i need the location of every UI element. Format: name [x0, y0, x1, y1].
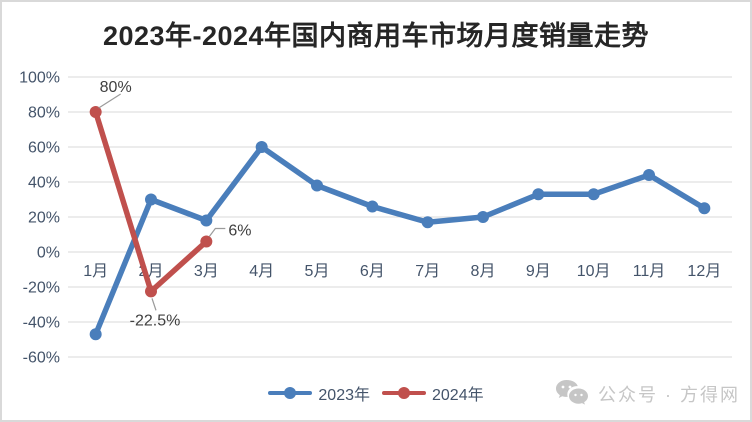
- legend-line-marker-icon: [268, 387, 313, 399]
- y-axis-tick-label: 0%: [37, 245, 60, 262]
- x-axis-month-label: 5月: [305, 263, 330, 280]
- y-axis-tick-label: -20%: [23, 280, 60, 297]
- data-label: -22.5%: [130, 312, 181, 329]
- watermark-text: 公众号 · 方得网: [598, 385, 740, 405]
- y-axis-tick-label: 100%: [19, 70, 60, 87]
- data-point-2024年: [89, 106, 102, 118]
- chart-title: 2023年-2024年国内商用车市场月度销量走势: [102, 21, 650, 51]
- y-axis-tick-label: 60%: [28, 140, 60, 157]
- legend-label: 2024年: [432, 387, 484, 404]
- legend-line-marker-icon: [382, 387, 426, 399]
- x-axis-month-label: 9月: [526, 263, 551, 280]
- x-axis-month-label: 10月: [577, 263, 611, 280]
- y-axis-tick-label: 40%: [28, 175, 60, 192]
- series-line-2023年: [92, 144, 708, 337]
- data-point-2024年: [200, 235, 213, 248]
- y-axis-tick-label: 80%: [28, 105, 60, 122]
- data-point-2023年: [477, 211, 489, 223]
- legend-item-2024: 2024年: [382, 381, 484, 405]
- chart-legend: 2023年 2024年: [2, 382, 750, 404]
- legend-item-2023: 2023年: [268, 381, 370, 405]
- x-axis-month-label: 8月: [471, 263, 496, 280]
- data-point-2024年: [145, 285, 157, 298]
- data-point-2023年: [421, 216, 434, 229]
- data-label: 6%: [228, 223, 251, 240]
- data-point-2023年: [643, 169, 655, 181]
- data-label: 80%: [100, 79, 132, 96]
- y-axis-tick-label: 20%: [28, 210, 60, 227]
- data-point-2023年: [311, 179, 323, 192]
- data-point-2023年: [145, 193, 157, 206]
- data-point-2023年: [200, 214, 213, 227]
- y-axis-tick-label: -40%: [23, 315, 60, 332]
- x-axis-month-label: 11月: [633, 263, 666, 280]
- x-axis-month-label: 7月: [415, 263, 440, 280]
- x-axis-month-label: 4月: [249, 263, 274, 280]
- data-point-2023年: [587, 188, 600, 201]
- annotation-leader-line: [151, 298, 157, 311]
- data-point-2023年: [698, 202, 711, 215]
- data-point-2023年: [89, 328, 102, 341]
- wechat-icon: [556, 380, 588, 405]
- annotation-leader-line: [98, 93, 121, 109]
- data-point-2023年: [255, 141, 268, 153]
- x-axis-month-label: 3月: [194, 263, 219, 280]
- watermark: 公众号 · 方得网: [554, 378, 740, 410]
- x-axis-month-label: 6月: [360, 263, 385, 280]
- annotation-leader-line: [208, 227, 226, 237]
- x-axis-month-label: 12月: [687, 263, 721, 280]
- data-point-2023年: [366, 200, 379, 213]
- legend-label: 2023年: [318, 387, 370, 404]
- x-axis-month-label: 1月: [83, 263, 108, 280]
- y-axis-tick-label: -60%: [23, 350, 60, 367]
- data-point-2023年: [532, 188, 545, 201]
